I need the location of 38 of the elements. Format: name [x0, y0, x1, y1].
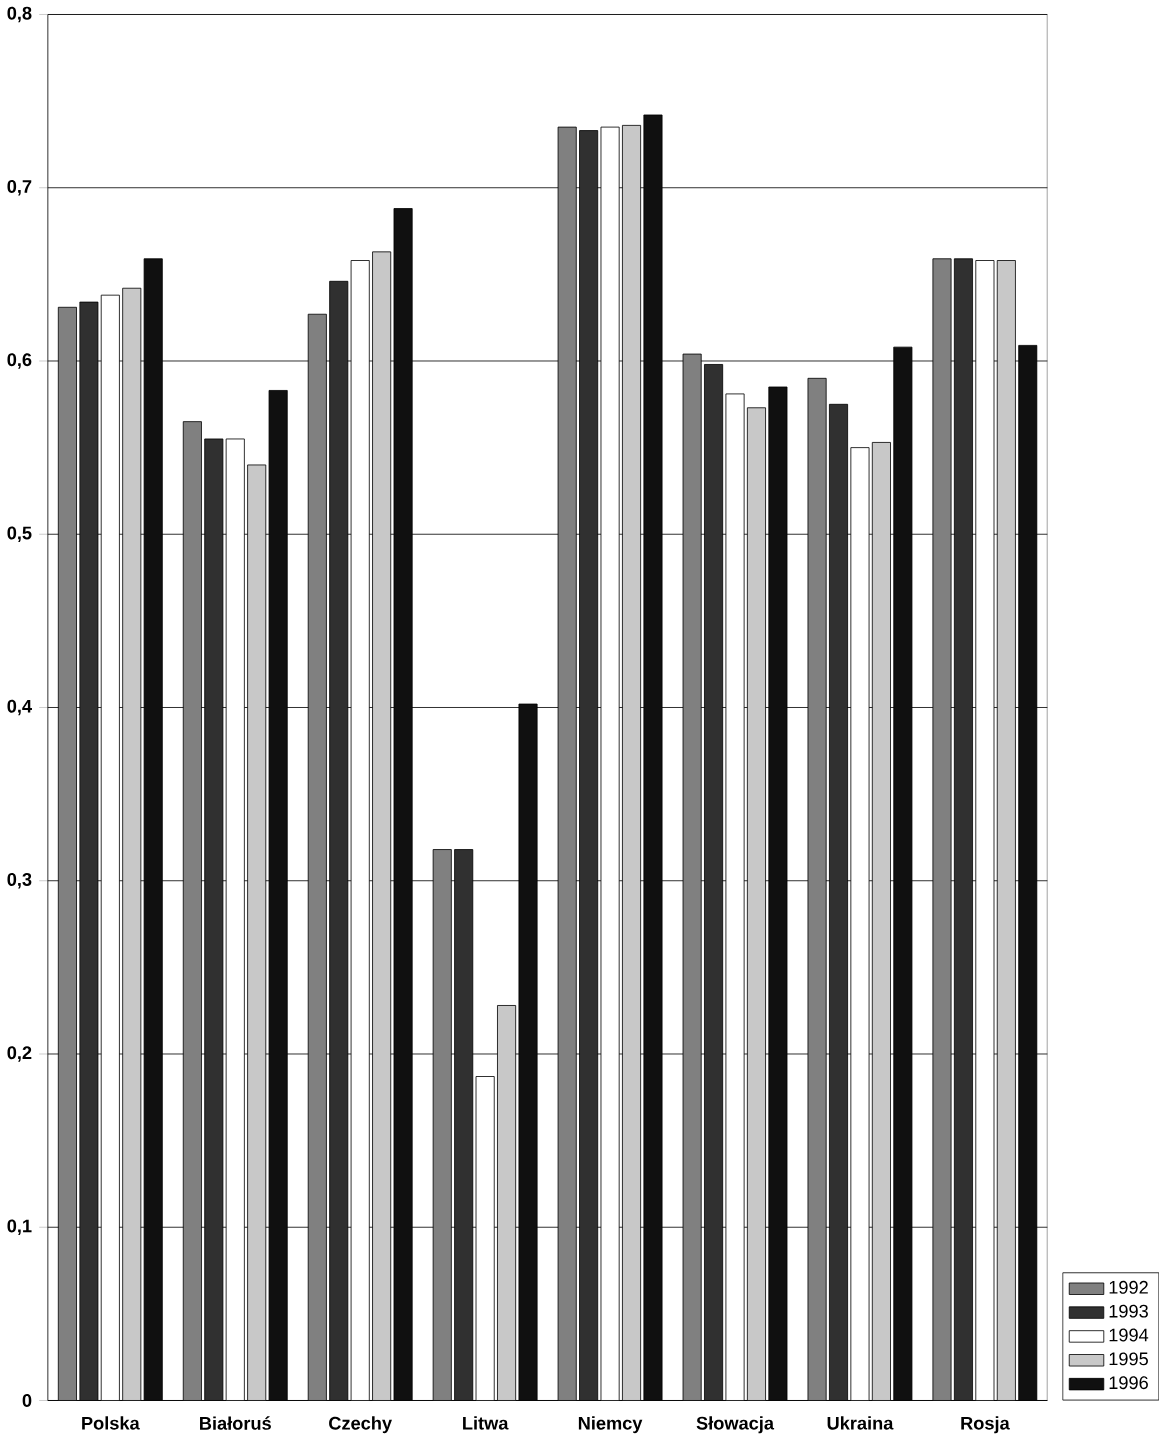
bar — [871, 442, 891, 1401]
bar — [953, 258, 973, 1401]
x-tick-label: Białoruś — [199, 1416, 271, 1430]
bar — [703, 364, 723, 1401]
bar — [122, 287, 142, 1401]
legend-label: 1994 — [1109, 1328, 1149, 1342]
x-tick-label: Rosja — [961, 1416, 1010, 1434]
x-tick-label: Litwa — [462, 1416, 509, 1430]
bar — [247, 464, 267, 1401]
legend-label: 1992 — [1109, 1280, 1148, 1294]
x-tick-label: Niemcy — [578, 1416, 643, 1434]
legend-label: 1995 — [1109, 1352, 1148, 1366]
y-tick-label: 0,1 — [7, 1219, 32, 1236]
bar — [329, 280, 349, 1401]
y-tick-label: 0,5 — [7, 526, 32, 543]
x-tick-label: Ukraina — [827, 1416, 894, 1430]
y-tick-label: 0,6 — [7, 353, 32, 369]
bar — [454, 849, 474, 1401]
y-tick-label: 0,2 — [7, 1046, 32, 1062]
legend-label: 1993 — [1109, 1304, 1148, 1318]
x-tick-label: Słowacja — [696, 1416, 774, 1434]
y-tick-label: 0,8 — [7, 6, 32, 23]
x-tick-label: Czechy — [328, 1416, 392, 1434]
x-tick-label: Polska — [82, 1416, 140, 1430]
bar — [746, 407, 766, 1401]
bar — [996, 260, 1016, 1401]
bar — [578, 130, 599, 1401]
y-tick-label: 0,3 — [7, 872, 32, 889]
bar — [496, 1005, 516, 1401]
bar — [621, 124, 641, 1401]
bar — [828, 403, 848, 1401]
y-tick-label: 0,7 — [7, 179, 32, 196]
bar — [204, 438, 224, 1401]
bar — [79, 301, 99, 1401]
y-tick-label: 0 — [22, 1394, 32, 1407]
legend-label: 1996 — [1109, 1376, 1148, 1390]
bar — [372, 251, 392, 1401]
y-tick-label: 0,4 — [7, 699, 32, 716]
